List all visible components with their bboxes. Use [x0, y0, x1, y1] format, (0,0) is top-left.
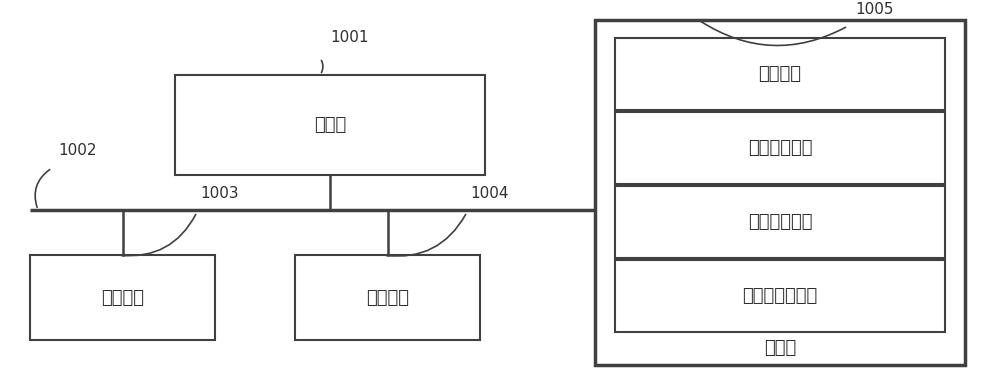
Text: 操作系统: 操作系统 — [759, 65, 802, 83]
Text: 网络通信模块: 网络通信模块 — [748, 139, 812, 157]
Text: 用户接口: 用户接口 — [101, 288, 144, 306]
Text: 1004: 1004 — [470, 186, 509, 201]
Text: 程序的启动程序: 程序的启动程序 — [742, 287, 818, 305]
Bar — [175, 75, 485, 175]
Text: 用户接口模块: 用户接口模块 — [748, 213, 812, 231]
Bar — [615, 186, 945, 258]
Text: 1001: 1001 — [330, 30, 368, 45]
Text: 存储器: 存储器 — [764, 339, 796, 357]
Bar — [615, 260, 945, 332]
Text: 1005: 1005 — [855, 2, 894, 17]
Text: 1002: 1002 — [58, 143, 96, 158]
Bar — [595, 20, 965, 365]
Text: 1003: 1003 — [200, 186, 239, 201]
Bar — [295, 255, 480, 340]
Bar — [615, 38, 945, 110]
Text: 处理器: 处理器 — [314, 116, 346, 134]
Bar — [615, 112, 945, 184]
Bar — [30, 255, 215, 340]
Text: 网络接口: 网络接口 — [366, 288, 409, 306]
